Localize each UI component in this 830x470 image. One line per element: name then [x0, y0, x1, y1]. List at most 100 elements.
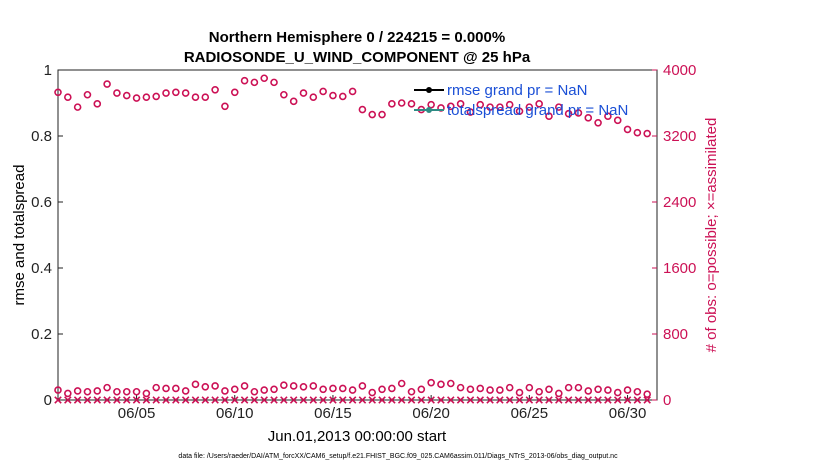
possible-obs-marker — [64, 389, 72, 398]
possible-obs-marker — [172, 88, 180, 97]
possible-obs-marker — [525, 103, 534, 111]
possible-obs-marker — [132, 387, 141, 396]
left-tick-label: 0.2 — [31, 326, 52, 343]
possible-obs-marker — [604, 112, 612, 120]
possible-obs-marker — [329, 91, 337, 100]
x-tick-label: 06/15 — [314, 405, 352, 422]
possible-obs-marker — [476, 384, 485, 393]
data-marks — [54, 74, 651, 404]
assimilated-obs-marker — [113, 396, 121, 404]
assimilated-obs-marker — [73, 396, 82, 404]
possible-obs-marker — [437, 380, 445, 389]
possible-obs-marker — [555, 103, 563, 111]
possible-obs-marker — [427, 378, 435, 387]
chart-title-line-2: RADIOSONDE_U_WIND_COMPONENT @ 25 hPa — [184, 49, 531, 66]
possible-obs-marker — [191, 380, 200, 389]
left-tick-label: 0 — [44, 392, 52, 409]
possible-obs-marker — [466, 108, 475, 116]
possible-obs-marker — [584, 114, 593, 122]
assimilated-obs-marker — [535, 396, 543, 404]
possible-obs-marker — [623, 386, 632, 394]
possible-obs-marker — [93, 387, 102, 395]
possible-obs-marker — [221, 102, 229, 111]
possible-obs-marker — [564, 383, 573, 392]
possible-obs-marker — [604, 386, 612, 394]
possible-obs-marker — [397, 99, 406, 107]
assimilated-obs-marker — [329, 396, 337, 404]
possible-obs-marker — [73, 387, 82, 395]
left-tick-label: 0.6 — [31, 194, 52, 211]
possible-obs-marker — [378, 385, 386, 394]
assimilated-obs-marker — [211, 396, 219, 404]
assimilated-obs-marker — [476, 396, 485, 404]
possible-obs-marker — [564, 109, 573, 118]
possible-obs-marker — [574, 109, 583, 117]
assimilated-obs-marker — [427, 396, 435, 404]
possible-obs-marker — [83, 90, 92, 99]
possible-obs-marker — [515, 107, 524, 116]
assimilated-obs-marker — [240, 396, 249, 404]
possible-obs-marker — [505, 100, 514, 109]
possible-obs-marker — [338, 384, 347, 393]
possible-obs-marker — [299, 382, 308, 391]
left-axis-label: rmse and totalspread — [11, 165, 28, 306]
possible-obs-marker — [456, 383, 465, 392]
possible-obs-marker — [260, 386, 269, 394]
assimilated-obs-marker — [525, 396, 534, 404]
assimilated-obs-marker — [417, 396, 426, 404]
possible-obs-marker — [535, 100, 543, 108]
possible-obs-marker — [407, 100, 416, 108]
possible-obs-marker — [162, 89, 170, 97]
right-tick-label: 4000 — [663, 62, 696, 79]
possible-obs-marker — [594, 119, 602, 127]
possible-obs-marker — [613, 116, 622, 125]
assimilated-obs-marker — [447, 396, 455, 404]
possible-obs-marker — [122, 91, 131, 100]
assimilated-obs-marker — [584, 396, 593, 404]
assimilated-obs-marker — [181, 396, 190, 404]
possible-obs-marker — [319, 87, 327, 96]
possible-obs-marker — [230, 88, 239, 97]
possible-obs-marker — [388, 384, 396, 393]
possible-obs-marker — [64, 93, 72, 102]
possible-obs-marker — [594, 385, 602, 394]
possible-obs-marker — [132, 94, 141, 102]
assimilated-obs-marker — [319, 396, 327, 404]
assimilated-obs-marker — [348, 396, 357, 404]
assimilated-obs-marker — [260, 396, 268, 404]
possible-obs-marker — [407, 387, 416, 396]
assimilated-obs-marker — [613, 396, 622, 404]
right-tick-label: 2400 — [663, 194, 696, 211]
assimilated-obs-marker — [456, 396, 465, 404]
assimilated-obs-marker — [132, 396, 141, 404]
possible-obs-marker — [623, 125, 632, 134]
possible-obs-marker — [152, 383, 160, 392]
possible-obs-marker — [515, 388, 524, 397]
possible-obs-marker — [54, 386, 62, 394]
right-tick-label: 0 — [663, 392, 671, 409]
legend-label-rmse: rmse grand pr = NaN — [447, 82, 587, 99]
x-tick-label: 06/20 — [412, 405, 450, 422]
assimilated-obs-marker — [604, 396, 612, 404]
assimilated-obs-marker — [230, 396, 239, 404]
assimilated-obs-marker — [270, 396, 278, 404]
assimilated-obs-marker — [623, 396, 632, 404]
possible-obs-marker — [211, 382, 219, 390]
possible-obs-marker — [309, 382, 318, 390]
possible-obs-marker — [525, 383, 534, 392]
possible-obs-marker — [348, 386, 357, 394]
possible-obs-marker — [211, 86, 219, 94]
possible-obs-marker — [338, 92, 347, 101]
possible-obs-marker — [486, 103, 494, 111]
possible-obs-marker — [348, 87, 357, 96]
assimilated-obs-marker — [93, 396, 102, 404]
x-tick-label: 06/30 — [609, 405, 647, 422]
right-tick-label: 800 — [663, 326, 688, 343]
possible-obs-marker — [466, 385, 475, 394]
right-axis-ticks: 0 800 1600 2400 3200 4000 — [652, 62, 696, 409]
possible-obs-marker — [329, 384, 337, 393]
assimilated-obs-marker — [545, 396, 553, 404]
possible-obs-marker — [250, 387, 259, 396]
possible-obs-marker — [230, 385, 239, 394]
